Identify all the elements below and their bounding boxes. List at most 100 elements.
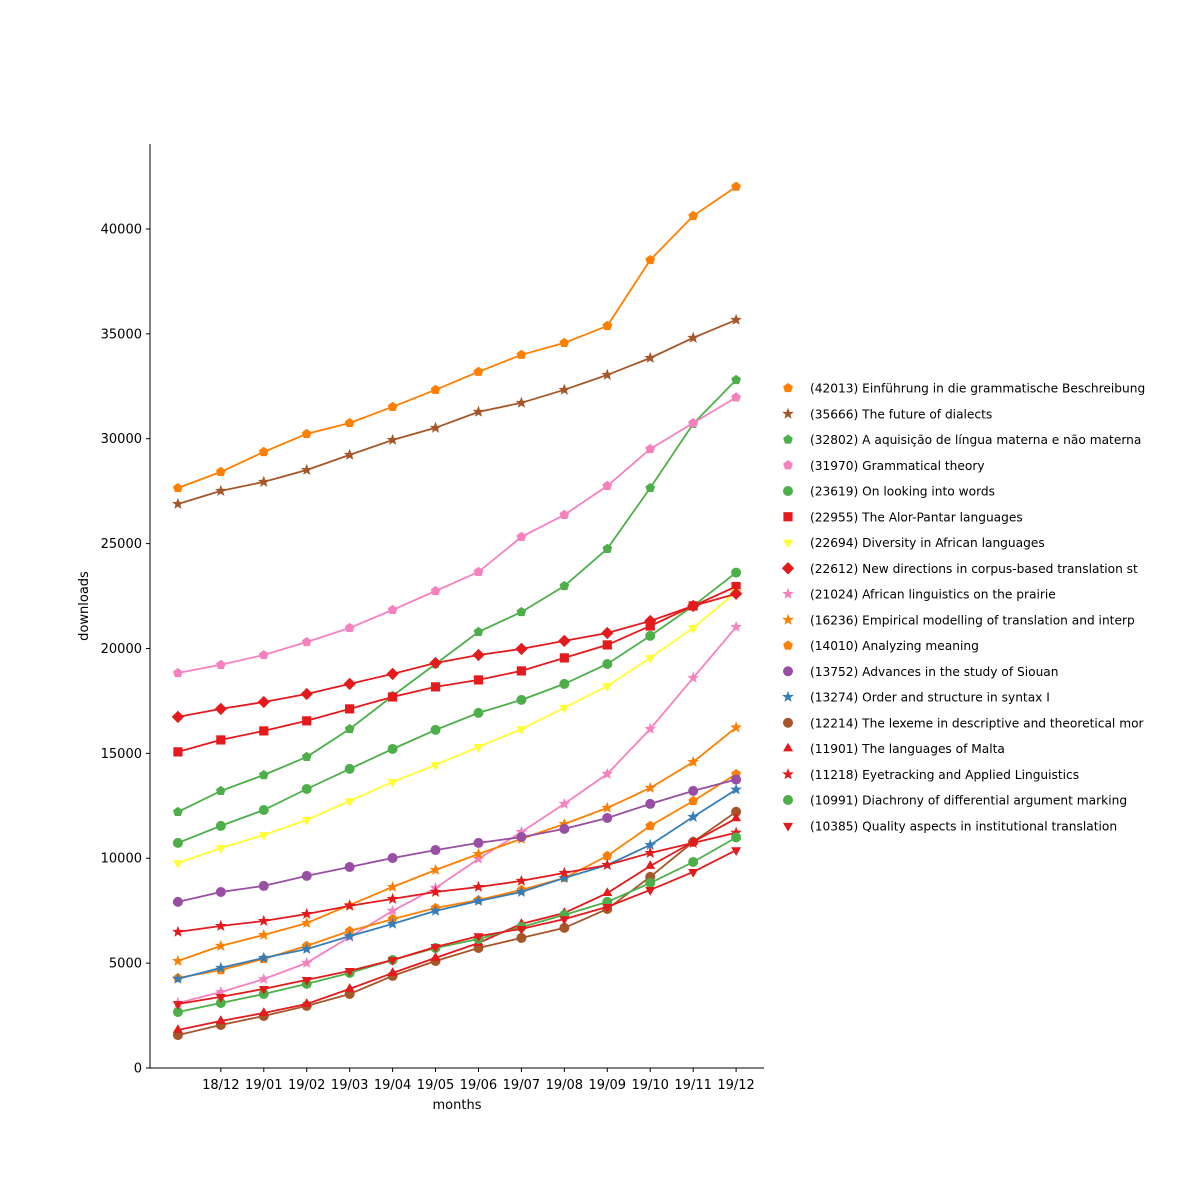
data-point — [301, 428, 312, 439]
legend-marker — [783, 666, 794, 677]
data-point — [473, 566, 484, 576]
data-point — [687, 755, 699, 767]
data-point — [344, 862, 355, 873]
data-point — [559, 653, 569, 663]
legend-marker — [782, 407, 794, 419]
data-point — [258, 1007, 269, 1016]
x-ticks: 18/12 19/01 19/02 19/03 19/04 19/05 19/06 19/07… — [202, 1068, 755, 1093]
data-point — [172, 954, 184, 967]
data-point — [344, 798, 355, 807]
data-point — [344, 417, 355, 428]
series-line — [177, 788, 737, 980]
data-point — [215, 961, 227, 973]
legend-marker — [782, 613, 794, 625]
data-point — [601, 801, 614, 813]
data-point — [602, 683, 613, 692]
series-3 — [173, 392, 741, 678]
data-point — [386, 892, 399, 904]
data-point — [559, 823, 570, 834]
data-point — [387, 853, 398, 864]
data-point — [515, 642, 528, 656]
data-point — [559, 916, 570, 925]
data-point — [430, 944, 441, 953]
data-point — [386, 667, 399, 681]
data-point — [473, 744, 484, 753]
legend-label: (22955) The Alor-Pantar languages — [810, 510, 1023, 524]
series-line — [177, 811, 737, 1036]
x-tick-label: 19/11 — [674, 1078, 711, 1093]
data-point — [215, 1015, 226, 1024]
legend-entry: (11901) The languages of Malta — [783, 742, 1005, 756]
data-point — [473, 707, 484, 718]
series-line — [177, 592, 737, 718]
data-point — [215, 887, 226, 898]
data-point — [215, 939, 227, 951]
data-point — [731, 847, 742, 857]
data-point — [687, 331, 699, 343]
legend-entry: (10991) Diachrony of differential argume… — [783, 794, 1127, 808]
data-point — [301, 636, 312, 647]
x-tick-label: 19/04 — [374, 1078, 411, 1093]
data-point — [430, 384, 441, 395]
x-tick-label: 19/08 — [546, 1078, 583, 1093]
legend-label: (42013) Einführung in die grammatische B… — [810, 382, 1145, 396]
data-point — [344, 983, 355, 992]
data-point — [644, 351, 657, 363]
series-line — [177, 626, 737, 1004]
data-point — [473, 675, 484, 685]
x-tick-label: 19/01 — [245, 1078, 282, 1093]
legend-entry: (16236) Empirical modelling of translati… — [782, 613, 1135, 627]
y-tick-label: 40000 — [101, 222, 142, 237]
data-point — [258, 769, 269, 780]
data-point — [301, 977, 312, 986]
series-line — [177, 836, 737, 1013]
data-point — [387, 779, 398, 788]
data-point — [645, 798, 656, 809]
data-point — [257, 928, 270, 941]
data-point — [258, 880, 269, 891]
data-point — [731, 181, 741, 191]
data-point — [430, 845, 441, 856]
data-point — [558, 634, 571, 648]
data-point — [173, 667, 183, 678]
data-point — [602, 543, 613, 553]
data-point — [301, 784, 312, 795]
series-9 — [172, 721, 742, 967]
data-point — [257, 951, 270, 963]
data-point — [300, 463, 313, 475]
data-point — [258, 986, 269, 995]
series-line — [177, 817, 737, 1031]
data-point — [516, 926, 527, 935]
legend-entry: (32802) A aquisição de língua materna e … — [783, 433, 1141, 447]
data-point — [644, 614, 657, 628]
data-point — [300, 942, 313, 955]
series-2 — [173, 374, 741, 816]
data-point — [216, 785, 226, 795]
data-point — [602, 480, 613, 491]
legend-entry: (11218) Eyetracking and Applied Linguist… — [782, 768, 1079, 782]
data-point — [387, 967, 398, 976]
legend-label: (13274) Order and structure in syntax I — [810, 691, 1050, 705]
x-axis-label: months — [433, 1098, 482, 1113]
data-point — [172, 497, 184, 509]
y-axis-label: downloads — [77, 571, 92, 641]
x-tick-label: 19/07 — [503, 1078, 540, 1093]
data-point — [602, 658, 613, 669]
data-point — [430, 585, 441, 596]
data-point — [687, 671, 699, 683]
series-line — [177, 831, 737, 933]
data-point — [301, 751, 312, 761]
data-point — [645, 877, 656, 888]
data-point — [343, 677, 356, 691]
legend-marker — [783, 460, 793, 470]
data-point — [515, 396, 528, 408]
data-point — [257, 475, 270, 487]
y-tick-label: 0 — [134, 1062, 142, 1077]
data-point — [731, 374, 741, 385]
y-tick-label: 35000 — [101, 327, 142, 342]
data-point — [559, 704, 570, 714]
legend-marker — [783, 717, 794, 728]
legend-entry: (10385) Quality aspects in institutional… — [783, 819, 1117, 833]
series-line — [177, 396, 737, 674]
